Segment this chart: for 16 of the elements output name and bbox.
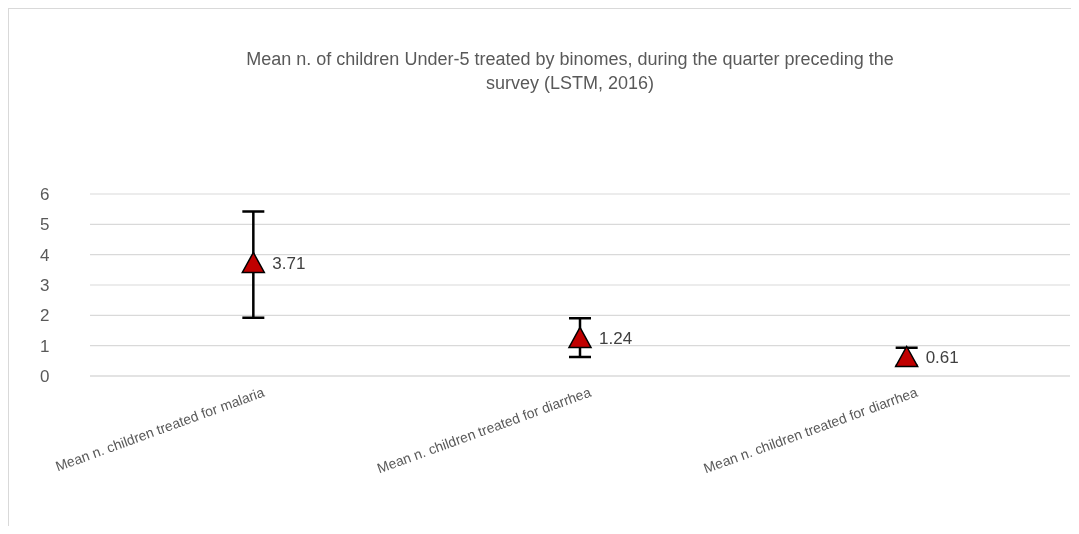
chart-title: Mean n. of children Under-5 treated by binomes, during the quarter preceding the survey (LSTM, 2016) xyxy=(246,49,894,93)
data-label: 0.61 xyxy=(925,348,959,368)
x-tick-label: Mean n. children treated for malaria xyxy=(53,383,267,475)
point xyxy=(568,326,592,349)
x-tick-label: Mean n. children treated for diarrhea xyxy=(374,383,594,477)
x-tick-label: Mean n. children treated for diarrhea xyxy=(701,383,920,477)
y-tick-label: 1 xyxy=(40,336,50,356)
data-label: 3.71 xyxy=(272,254,306,274)
data-label: 1.24 xyxy=(599,329,633,349)
y-tick-label: 4 xyxy=(40,245,50,265)
y-tick-label: 3 xyxy=(40,275,50,295)
point xyxy=(241,251,266,274)
y-tick-label: 2 xyxy=(40,306,50,326)
y-tick-label: 6 xyxy=(40,184,50,204)
y-tick-label: 5 xyxy=(40,215,50,235)
y-tick-label: 0 xyxy=(40,366,50,386)
